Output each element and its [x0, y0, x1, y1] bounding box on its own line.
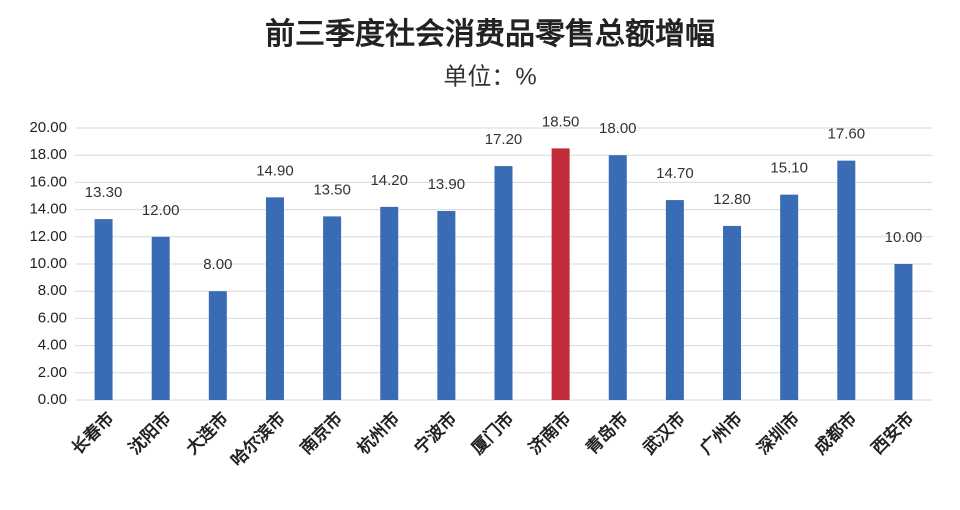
value-label: 18.50	[542, 113, 580, 130]
value-label: 17.60	[828, 126, 866, 143]
bar	[551, 148, 570, 400]
value-label: 15.10	[770, 160, 808, 177]
y-tick-label: 14.00	[29, 201, 67, 218]
x-tick-label: 成都市	[810, 408, 860, 458]
bar	[94, 219, 113, 400]
bar	[323, 216, 342, 400]
x-tick-label: 大连市	[182, 408, 232, 458]
y-tick-label: 0.00	[38, 391, 67, 408]
y-tick-label: 18.00	[29, 146, 67, 163]
x-tick-label: 厦门市	[467, 408, 517, 458]
y-tick-label: 20.00	[29, 119, 67, 136]
bar	[665, 200, 684, 400]
value-label: 13.90	[428, 176, 466, 193]
bar	[208, 291, 227, 400]
value-label: 10.00	[885, 229, 923, 246]
x-tick-label: 武汉市	[639, 408, 689, 458]
y-tick-label: 16.00	[29, 173, 67, 190]
x-tick-label: 杭州市	[353, 408, 403, 458]
value-label: 18.00	[599, 120, 637, 137]
x-tick-label: 济南市	[524, 408, 574, 458]
bar	[608, 155, 627, 400]
value-label: 14.90	[256, 162, 294, 179]
bar	[380, 206, 399, 400]
x-tick-label: 宁波市	[410, 408, 460, 458]
bar	[780, 194, 799, 400]
bar	[151, 236, 170, 400]
value-label: 12.80	[713, 191, 751, 208]
bar	[494, 166, 513, 400]
x-tick-label: 西安市	[867, 408, 917, 458]
y-tick-label: 2.00	[38, 364, 67, 381]
x-tick-label: 哈尔滨市	[227, 408, 289, 470]
y-tick-label: 10.00	[29, 255, 67, 272]
chart-subtitle: 单位：%	[443, 63, 536, 90]
bar	[265, 197, 284, 400]
x-tick-label: 深圳市	[753, 408, 803, 458]
x-tick-label: 青岛市	[582, 408, 632, 458]
x-tick-label: 南京市	[296, 408, 346, 458]
bar	[837, 160, 856, 400]
value-label: 8.00	[203, 256, 232, 273]
y-tick-label: 8.00	[38, 282, 67, 299]
y-tick-label: 6.00	[38, 309, 67, 326]
y-tick-label: 4.00	[38, 337, 67, 354]
bar	[894, 264, 913, 400]
value-label: 13.30	[85, 184, 123, 201]
value-label: 13.50	[313, 181, 351, 198]
x-tick-label: 长春市	[67, 408, 117, 458]
value-label: 12.00	[142, 202, 180, 219]
value-label: 14.70	[656, 165, 694, 182]
bar	[723, 225, 742, 400]
chart-title: 前三季度社会消费品零售总额增幅	[265, 17, 715, 52]
y-tick-label: 12.00	[29, 228, 67, 245]
value-label: 17.20	[485, 131, 523, 148]
bar	[437, 210, 456, 400]
x-tick-label: 广州市	[696, 408, 746, 458]
value-label: 14.20	[370, 172, 408, 189]
x-tick-label: 沈阳市	[124, 408, 174, 458]
